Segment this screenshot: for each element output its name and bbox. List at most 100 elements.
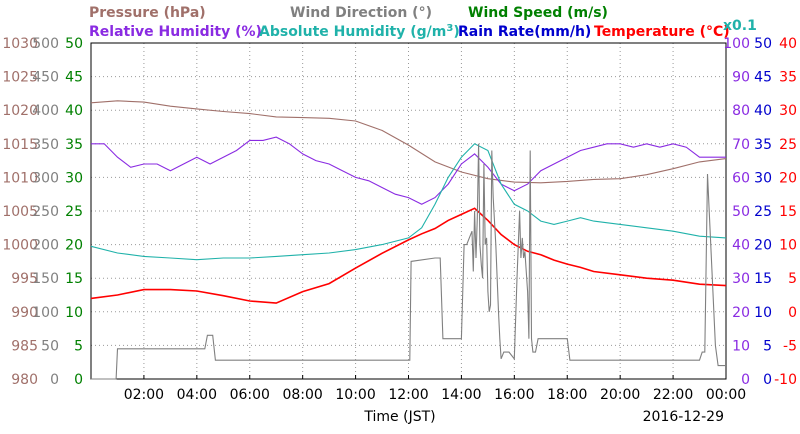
tick-label-wind-speed: 10 — [65, 305, 83, 321]
tick-label-pressure: 990 — [11, 305, 38, 321]
x-tick-label: 10:00 — [335, 387, 375, 403]
tick-label-wind-direction: 200 — [32, 238, 59, 254]
tick-label-rain-rate: 30 — [754, 170, 772, 186]
tick-label-humidity: 90 — [732, 70, 750, 86]
x-tick-label: 06:00 — [230, 387, 270, 403]
tick-label-pressure: 1020 — [2, 103, 38, 119]
legend-item-4: Relative Humidity (%) — [89, 24, 262, 40]
tick-label-wind-speed: 40 — [65, 103, 83, 119]
tick-label-temperature: 10 — [779, 238, 797, 254]
series-wind-direction — [91, 143, 726, 380]
tick-label-humidity: 40 — [732, 238, 750, 254]
tick-label-wind-direction: 150 — [32, 271, 59, 287]
legend-item-1: Pressure (hPa) — [89, 5, 206, 21]
tick-label-rain-rate: 20 — [754, 238, 772, 254]
tick-label-wind-speed: 20 — [65, 238, 83, 254]
tick-label-wind-direction: 50 — [41, 338, 59, 354]
x-tick-label: 14:00 — [441, 387, 481, 403]
tick-label-wind-direction: 250 — [32, 204, 59, 220]
tick-label-pressure: 1015 — [2, 137, 38, 153]
tick-label-pressure: 1025 — [2, 70, 38, 86]
series-pressure — [90, 100, 727, 184]
tick-label-wind-direction: 300 — [32, 170, 59, 186]
tick-label-humidity: 60 — [732, 170, 750, 186]
tick-label-temperature: 15 — [779, 204, 797, 220]
tick-label-wind-direction: 350 — [32, 137, 59, 153]
tick-label-temperature: 0 — [788, 305, 797, 321]
tick-label-temperature: 30 — [779, 103, 797, 119]
tick-label-wind-direction: 450 — [32, 70, 59, 86]
tick-label-pressure: 980 — [11, 372, 38, 388]
tick-label-wind-speed: 0 — [74, 372, 83, 388]
tick-label-pressure: 985 — [11, 338, 38, 354]
x-tick-label: 00:00 — [706, 387, 746, 403]
tick-label-wind-speed: 45 — [65, 70, 83, 86]
tick-label-rain-rate: 35 — [754, 137, 772, 153]
date-label: 2016-12-29 — [643, 409, 724, 425]
tick-label-rain-rate: 15 — [754, 271, 772, 287]
tick-label-humidity: 20 — [732, 305, 750, 321]
tick-label-temperature: 40 — [779, 36, 797, 52]
x-tick-label: 22:00 — [653, 387, 693, 403]
tick-label-temperature: 20 — [779, 170, 797, 186]
legend-item-6: Rain Rate(mm/h) — [458, 24, 591, 40]
tick-label-rain-rate: 50 — [754, 36, 772, 52]
tick-label-temperature: 25 — [779, 137, 797, 153]
tick-label-humidity: 50 — [732, 204, 750, 220]
x-tick-label: 20:00 — [600, 387, 640, 403]
tick-label-temperature: -5 — [783, 338, 797, 354]
tick-label-pressure: 1030 — [2, 36, 38, 52]
tick-label-wind-direction: 100 — [32, 305, 59, 321]
tick-label-wind-direction: 400 — [32, 103, 59, 119]
legend-item-7: Temperature (°C) — [594, 24, 730, 40]
x-tick-label: 12:00 — [388, 387, 428, 403]
chart-grid — [91, 43, 726, 379]
x-tick-label: 08:00 — [282, 387, 322, 403]
left-axes: 1030102510201015101010051000995990985980… — [2, 36, 83, 388]
tick-label-wind-speed: 50 — [65, 36, 83, 52]
tick-label-humidity: 100 — [723, 36, 750, 52]
series-relative-humidity — [91, 136, 726, 205]
tick-label-wind-direction: 500 — [32, 36, 59, 52]
series-temperature — [90, 207, 727, 304]
tick-label-wind-speed: 35 — [65, 137, 83, 153]
tick-label-temperature: 5 — [788, 271, 797, 287]
x-tick-label: 02:00 — [124, 387, 164, 403]
tick-label-rain-rate: 40 — [754, 103, 772, 119]
tick-label-wind-direction: 0 — [50, 372, 59, 388]
x-tick-label: 18:00 — [547, 387, 587, 403]
tick-label-pressure: 995 — [11, 271, 38, 287]
tick-label-wind-speed: 25 — [65, 204, 83, 220]
x-tick-label: 16:00 — [494, 387, 534, 403]
tick-label-wind-speed: 5 — [74, 338, 83, 354]
tick-label-wind-speed: 15 — [65, 271, 83, 287]
tick-label-humidity: 10 — [732, 338, 750, 354]
tick-label-rain-rate: 0 — [763, 372, 772, 388]
right-axes: 1009080706050403020100504540353025201510… — [723, 36, 797, 388]
tick-label-rain-rate: 5 — [763, 338, 772, 354]
absolute-humidity-scale-note: x0.1 — [723, 18, 757, 34]
tick-label-rain-rate: 10 — [754, 305, 772, 321]
tick-label-pressure: 1010 — [2, 170, 38, 186]
plot-area — [90, 42, 727, 380]
tick-label-humidity: 0 — [741, 372, 750, 388]
legend-row-1: Pressure (hPa) Wind Direction (°) Wind Spe… — [89, 5, 608, 21]
series-absolute-humidity — [90, 143, 727, 261]
x-axis-label: Time (JST) — [363, 409, 435, 425]
tick-label-humidity: 80 — [732, 103, 750, 119]
legend-item-3: Wind Speed (m/s) — [468, 5, 608, 21]
tick-label-rain-rate: 45 — [754, 70, 772, 86]
tick-label-rain-rate: 25 — [754, 204, 772, 220]
tick-label-pressure: 1000 — [2, 238, 38, 254]
legend-item-2: Wind Direction (°) — [290, 5, 432, 21]
tick-label-temperature: -10 — [774, 372, 797, 388]
tick-label-temperature: 35 — [779, 70, 797, 86]
tick-label-humidity: 30 — [732, 271, 750, 287]
tick-label-wind-speed: 30 — [65, 170, 83, 186]
legend-item-5: Absolute Humidity (g/m3) — [259, 23, 460, 41]
tick-label-humidity: 70 — [732, 137, 750, 153]
x-axis: 02:00 04:00 06:00 08:00 10:00 12:00 14:00 16:00… — [124, 375, 746, 403]
tick-label-pressure: 1005 — [2, 204, 38, 220]
x-tick-label: 04:00 — [177, 387, 217, 403]
